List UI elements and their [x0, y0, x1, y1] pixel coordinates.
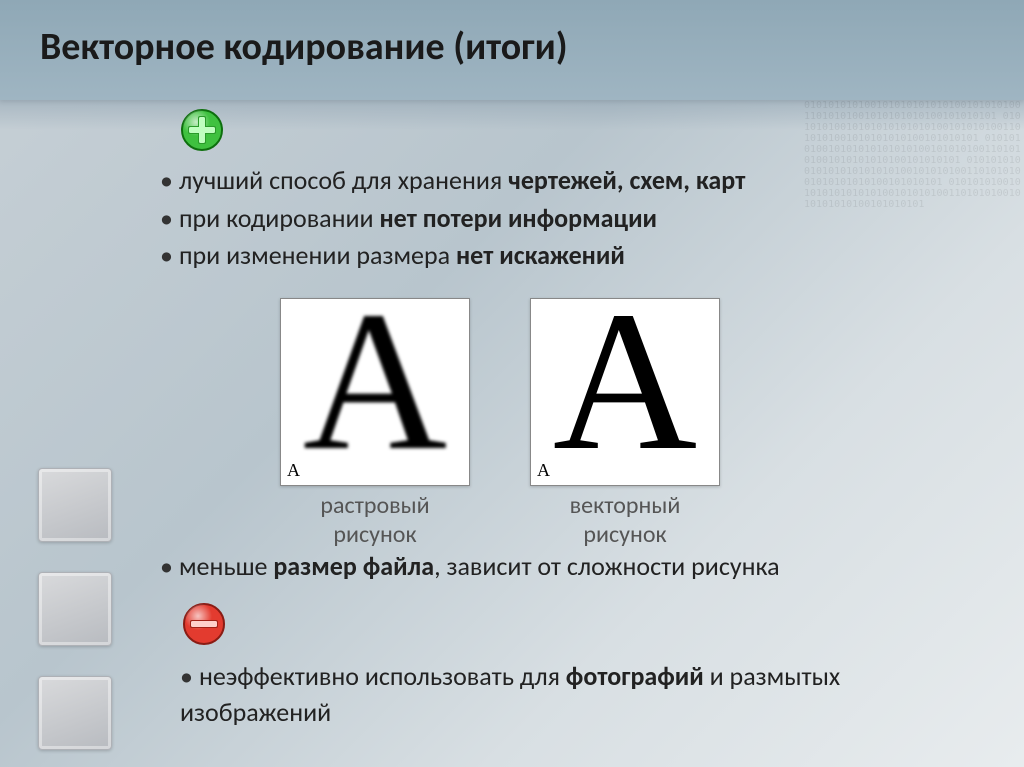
- bullet-5-bold: фотографий: [566, 660, 704, 692]
- bullet-1-bold: чертежей, схем, карт: [508, 164, 745, 196]
- bullet-2: •при кодировании нет потери информации: [160, 200, 920, 238]
- vector-box: A A: [530, 298, 720, 486]
- bullet-3: •при изменении размера нет искажений: [160, 237, 920, 275]
- vector-caption: векторный рисунок: [570, 492, 681, 550]
- side-square: [38, 468, 112, 542]
- digital-overlay: 0101010101001010101010101001010101001101…: [804, 100, 1024, 500]
- minus-icon: [182, 602, 226, 646]
- bullet-4-pre: меньше: [179, 550, 273, 582]
- raster-big-letter: A: [303, 282, 447, 482]
- slide-title: Векторное кодирование (итоги): [40, 24, 568, 70]
- bullet-1: •лучший способ для хранения чертежей, сх…: [160, 162, 920, 200]
- bullet-4: •меньше размер файла, зависит от сложнос…: [160, 548, 960, 586]
- vector-big-letter: A: [553, 282, 697, 482]
- comparison-images: A A растровый рисунок A A векторный рису…: [280, 298, 820, 528]
- bullet-3-pre: при изменении размера: [179, 239, 456, 271]
- vector-caption-l2: рисунок: [583, 520, 666, 549]
- raster-caption-l1: растровый: [320, 491, 429, 520]
- bullet-5-pre: неэффективно использовать для: [199, 660, 566, 692]
- raster-small-letter: A: [287, 460, 300, 481]
- bullet-1-pre: лучший способ для хранения: [179, 164, 508, 196]
- vector-caption-l1: векторный: [570, 491, 681, 520]
- plus-icon: [180, 108, 224, 152]
- slide: 0101010101001010101010101001010101001101…: [0, 0, 1024, 767]
- bullet-4-bold: размер файла: [273, 550, 434, 582]
- bullet-3-bold: нет искажений: [456, 239, 625, 271]
- raster-card: A A растровый рисунок: [280, 298, 470, 550]
- side-squares: [38, 468, 112, 750]
- bullet-5: •неэффективно использовать для фотографи…: [180, 658, 960, 731]
- bullet-4-post: , зависит от сложности рисунка: [434, 550, 780, 582]
- raster-caption-l2: рисунок: [333, 520, 416, 549]
- raster-box: A A: [280, 298, 470, 486]
- raster-caption: растровый рисунок: [320, 492, 429, 550]
- side-square: [38, 572, 112, 646]
- vector-card: A A векторный рисунок: [530, 298, 720, 550]
- vector-small-letter: A: [537, 460, 550, 481]
- side-square: [38, 676, 112, 750]
- bullet-2-pre: при кодировании: [179, 202, 380, 234]
- bullet-2-bold: нет потери информации: [380, 202, 658, 234]
- header-fade: [0, 100, 1024, 130]
- pros-list: •лучший способ для хранения чертежей, сх…: [160, 162, 920, 275]
